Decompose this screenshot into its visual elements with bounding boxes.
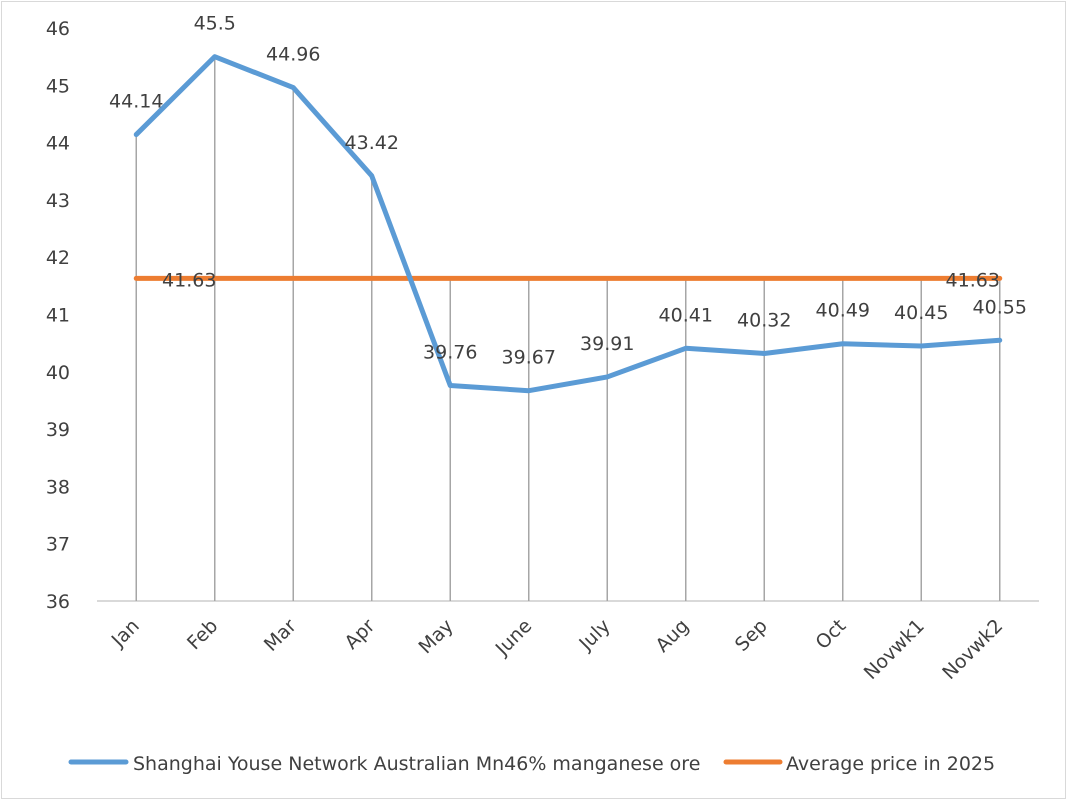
data-label-price: 43.42	[345, 132, 399, 154]
y-axis: 36 37 38 39 40 41 42 43 44 45 46	[46, 18, 70, 613]
y-tick-label: 41	[46, 305, 70, 327]
y-tick-label: 45	[46, 75, 70, 97]
data-label-price: 40.41	[659, 304, 713, 326]
y-tick-label: 38	[46, 476, 70, 498]
x-tick-label: May	[414, 615, 457, 658]
drop-lines	[135, 56, 1001, 601]
data-label-price: 40.45	[894, 302, 948, 324]
y-tick-label: 37	[46, 534, 70, 556]
legend-label-price: Shanghai Youse Network Australian Mn46% …	[133, 753, 700, 775]
x-tick-label: Novwk2	[938, 615, 1007, 684]
legend: Shanghai Youse Network Australian Mn46% …	[68, 753, 995, 775]
x-axis: Jan Feb Mar Apr May June July Aug Sep Oct Novwk1 No…	[97, 600, 1039, 684]
data-label-price: 39.91	[580, 333, 634, 355]
data-label-price: 44.14	[109, 91, 163, 113]
y-tick-label: 44	[46, 133, 70, 155]
x-tick-label: Novwk1	[860, 615, 929, 684]
data-label-price: 44.96	[266, 44, 320, 66]
x-tick-label: Mar	[260, 615, 301, 656]
series-line-0	[133, 54, 1003, 394]
x-tick-label: Sep	[731, 615, 772, 656]
x-tick-label: June	[491, 615, 537, 661]
y-tick-label: 39	[46, 419, 70, 441]
data-label-price: 40.55	[973, 296, 1027, 318]
data-labels: 44.14 45.5 44.96 43.42 39.76 39.67 39.91 40.41 4…	[109, 13, 1027, 369]
data-label-price: 40.32	[737, 309, 791, 331]
x-tick-label: Apr	[340, 615, 379, 654]
x-tick-label: July	[574, 615, 614, 655]
data-label-average: 41.63	[946, 269, 1000, 291]
y-tick-label: 43	[46, 190, 70, 212]
x-tick-label: Jan	[107, 615, 144, 652]
y-tick-label: 46	[46, 18, 70, 40]
x-tick-label: Feb	[183, 615, 222, 654]
y-tick-label: 40	[46, 362, 70, 384]
y-tick-label: 36	[46, 591, 70, 613]
x-tick-label: Aug	[651, 615, 693, 657]
data-label-price: 39.76	[423, 342, 477, 364]
data-label-price: 39.67	[502, 347, 556, 369]
data-label-price: 45.5	[194, 13, 236, 35]
data-label-price: 40.49	[816, 300, 870, 322]
legend-label-average: Average price in 2025	[786, 753, 995, 775]
y-tick-label: 42	[46, 247, 70, 269]
series-group	[133, 54, 1003, 394]
data-label-average: 41.63	[162, 269, 216, 291]
x-tick-label: Oct	[811, 615, 850, 654]
